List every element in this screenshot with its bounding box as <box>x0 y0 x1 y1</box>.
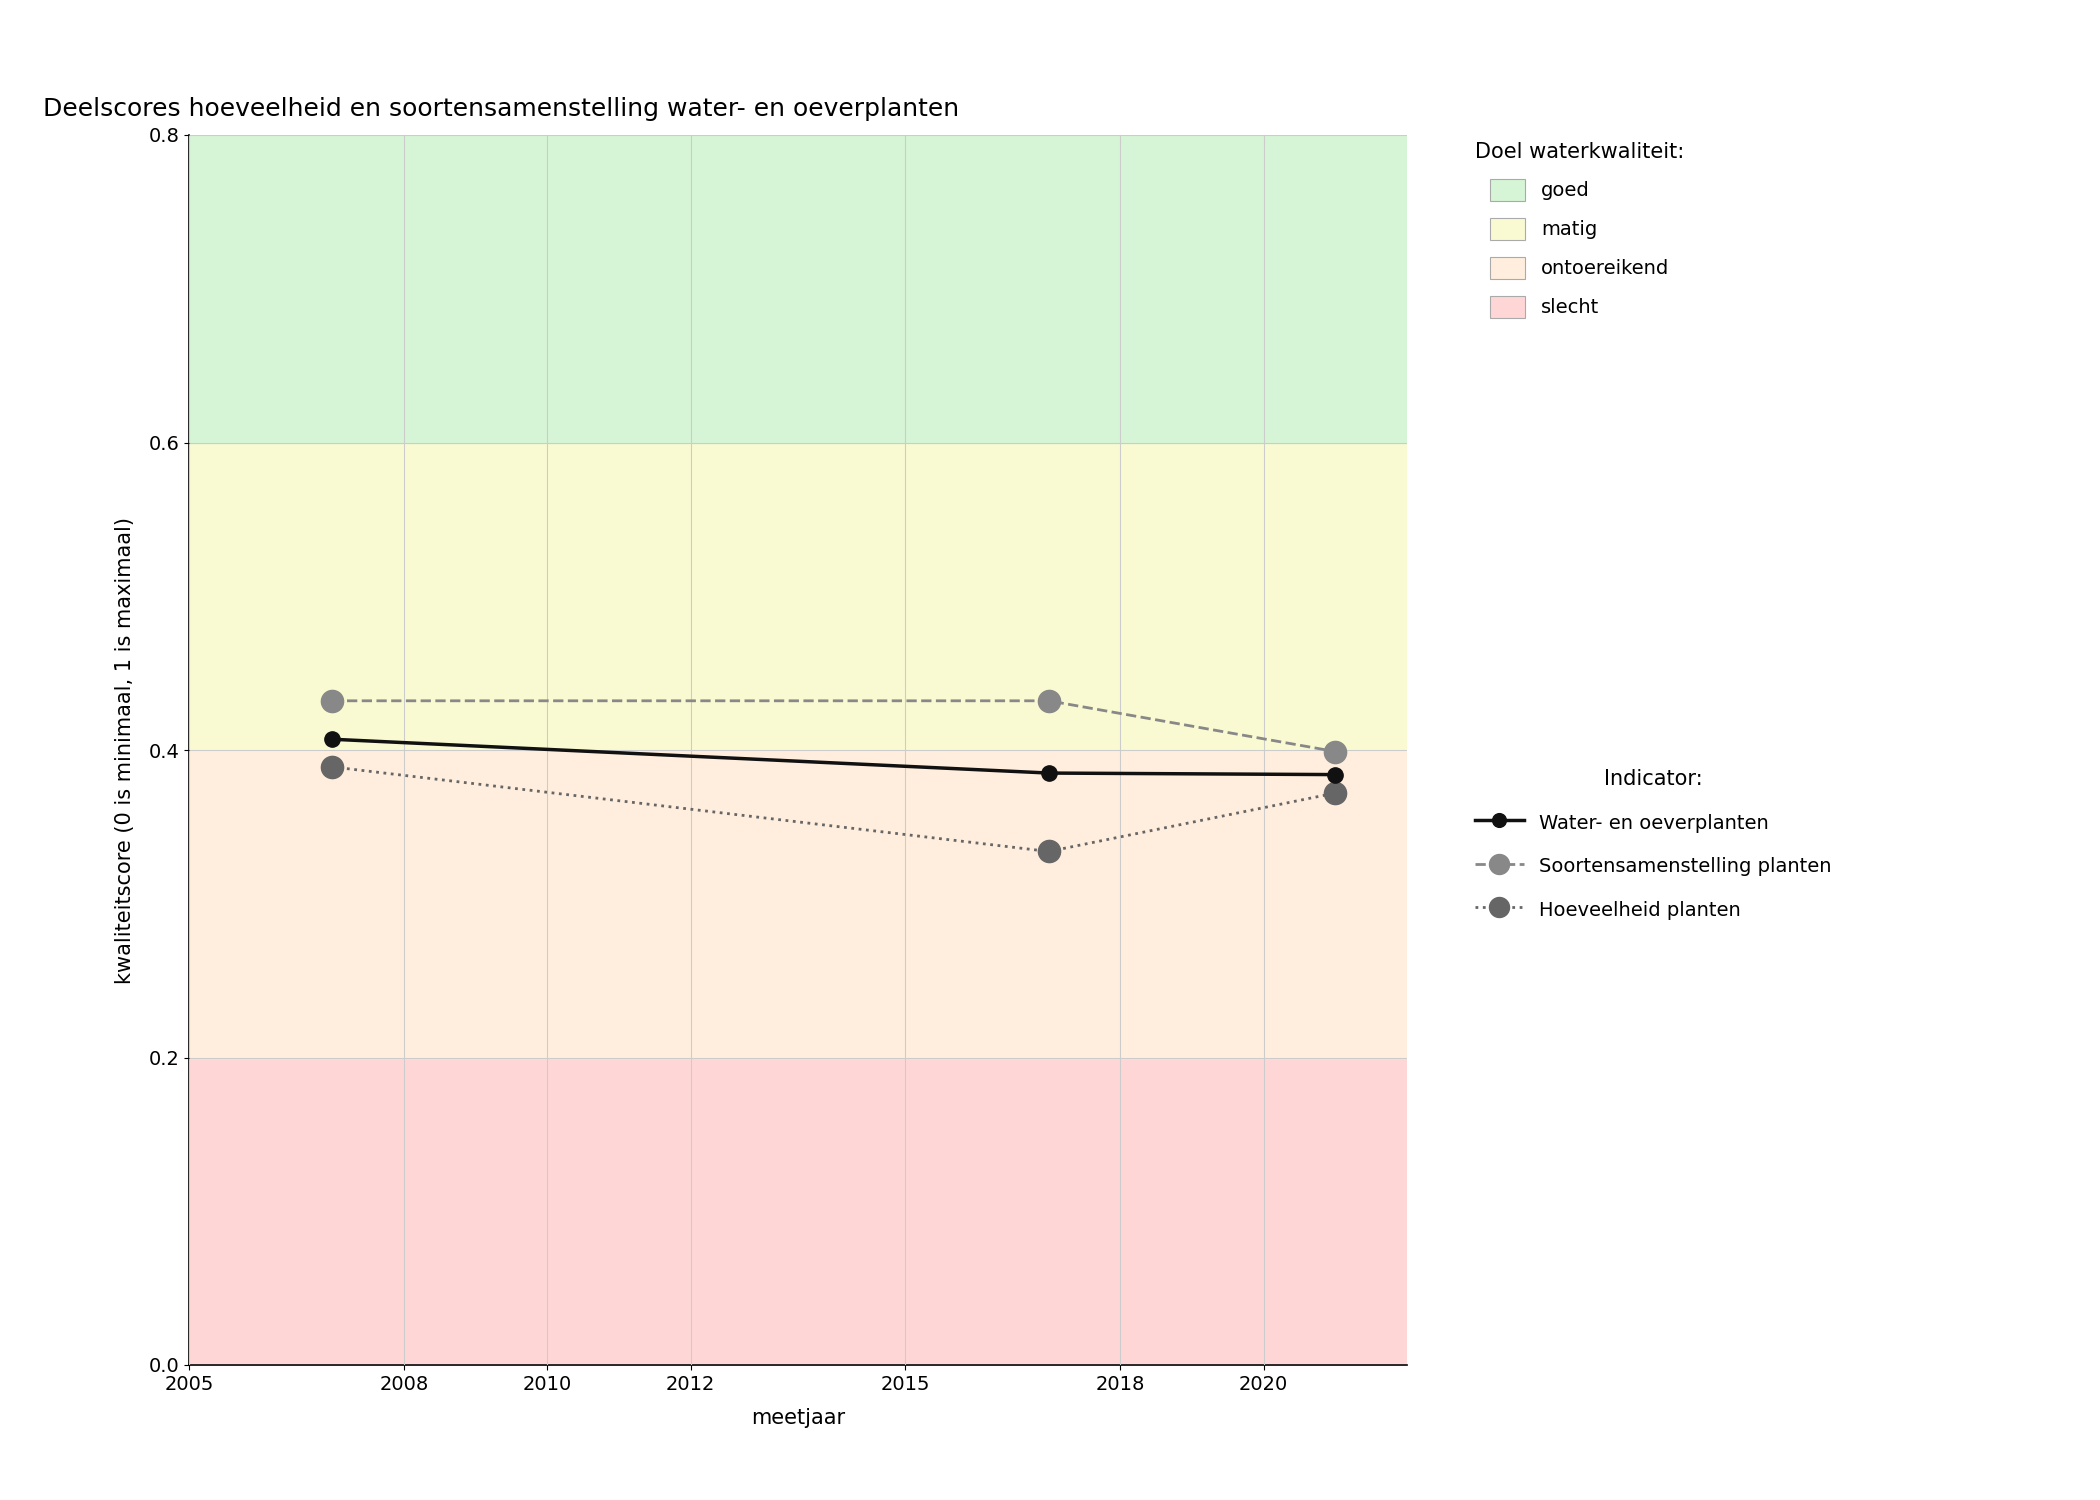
Bar <box>189 442 1407 750</box>
Bar <box>189 135 1407 442</box>
X-axis label: meetjaar: meetjaar <box>752 1407 844 1428</box>
Y-axis label: kwaliteitscore (0 is minimaal, 1 is maximaal): kwaliteitscore (0 is minimaal, 1 is maxi… <box>116 516 134 984</box>
Legend: Water- en oeverplanten, Soortensamenstelling planten, Hoeveelheid planten: Water- en oeverplanten, Soortensamenstel… <box>1466 759 1842 930</box>
Bar <box>189 750 1407 1058</box>
Text: Deelscores hoeveelheid en soortensamenstelling water- en oeverplanten: Deelscores hoeveelheid en soortensamenst… <box>42 96 960 120</box>
Bar <box>189 1058 1407 1365</box>
